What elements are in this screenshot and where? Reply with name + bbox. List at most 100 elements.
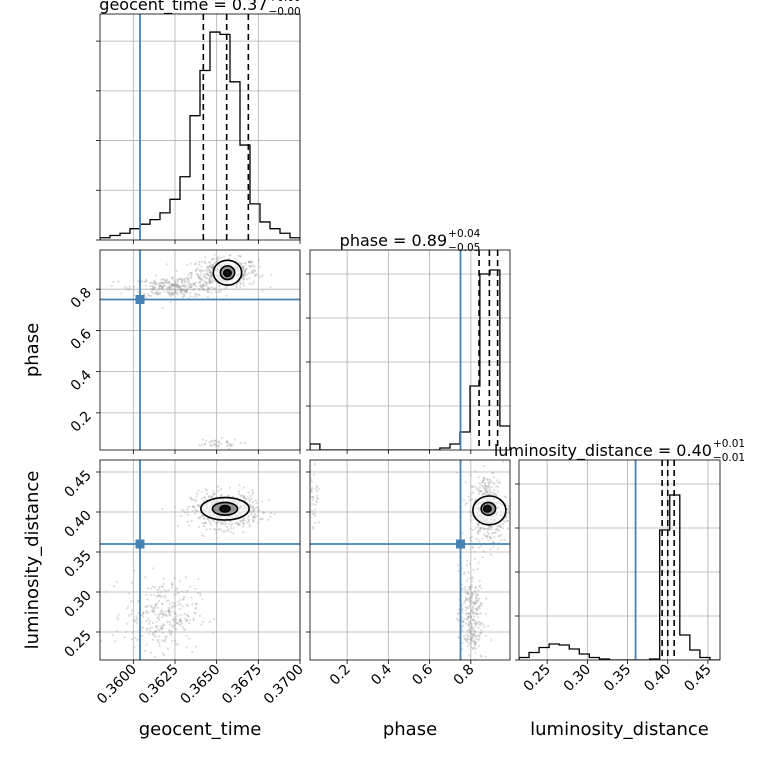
sample-point (312, 527, 315, 530)
sample-point (211, 266, 214, 269)
sample-point (313, 514, 317, 517)
sample-point (173, 576, 176, 580)
sample-point (463, 638, 466, 641)
sample-point (251, 269, 254, 272)
sample-point (242, 522, 245, 525)
sample-point (466, 637, 469, 640)
sample-point (204, 521, 207, 525)
sample-point (176, 622, 179, 625)
sample-point (180, 280, 184, 283)
sample-point (473, 601, 476, 604)
sample-point (467, 615, 471, 619)
sample-point (253, 516, 257, 519)
sample-point (485, 597, 488, 600)
sample-point (219, 488, 223, 491)
y-tick-label: 0.6 (68, 326, 95, 353)
sample-point (471, 546, 474, 550)
sample-point (470, 539, 473, 542)
sample-point (187, 287, 190, 290)
sample-point (173, 627, 176, 630)
sample-point (194, 281, 197, 284)
sample-point (314, 487, 317, 490)
sample-point (470, 492, 474, 495)
sample-point (150, 605, 153, 608)
sample-point (485, 485, 488, 488)
sample-point (207, 290, 210, 293)
sample-point (461, 620, 464, 623)
sample-point (507, 504, 510, 508)
sample-point (210, 274, 213, 278)
sample-point (144, 610, 148, 613)
sample-point (185, 634, 188, 637)
sample-point (145, 605, 148, 608)
sample-point (490, 491, 493, 494)
sample-point (161, 611, 164, 614)
sample-point (207, 274, 210, 277)
sample-point (209, 444, 213, 447)
sample-point (195, 606, 198, 609)
sample-point (487, 492, 490, 495)
sample-point (475, 608, 478, 611)
sample-point (162, 654, 166, 657)
sample-point (156, 606, 159, 609)
sample-point (127, 592, 131, 595)
sample-point (150, 281, 153, 284)
sample-point (182, 598, 185, 601)
sample-point (162, 286, 165, 289)
sample-point (316, 497, 319, 501)
sample-point (476, 607, 479, 610)
sample-point (157, 614, 160, 617)
sample-point (179, 619, 182, 623)
sample-point (207, 496, 211, 499)
sample-point (243, 441, 246, 444)
sample-point (475, 596, 478, 600)
sample-point (145, 593, 148, 596)
sample-point (210, 281, 213, 284)
sample-point (485, 485, 488, 489)
sample-point (248, 272, 251, 275)
sample-point (472, 639, 475, 642)
sample-point (174, 593, 177, 596)
sample-point (470, 646, 473, 649)
sample-point (200, 443, 203, 447)
sample-point (314, 508, 317, 511)
sample-point (185, 619, 189, 622)
sample-point (216, 536, 219, 540)
sample-point (513, 523, 515, 525)
frame (99, 13, 301, 241)
sample-point (242, 281, 245, 285)
sample-point (455, 617, 458, 620)
sample-point (191, 650, 194, 654)
sample-point (477, 622, 480, 625)
sample-point (209, 265, 212, 269)
sample-point (113, 640, 117, 643)
sample-point (177, 278, 180, 282)
sample-point (467, 577, 470, 580)
sample-point (152, 281, 155, 284)
sample-point (193, 611, 196, 614)
sample-point (477, 489, 480, 492)
sample-point (181, 278, 184, 282)
sample-point (127, 289, 130, 292)
sample-point (174, 290, 177, 293)
sample-point (495, 485, 498, 488)
sample-point (161, 616, 164, 619)
sample-point (480, 621, 483, 625)
sample-point (479, 526, 483, 530)
sample-point (179, 287, 183, 290)
samples-geocent_time_phase (110, 250, 273, 450)
sample-point (466, 618, 469, 621)
sample-point (485, 490, 489, 493)
sample-point (217, 485, 220, 488)
density-core (223, 269, 232, 277)
sample-point (470, 638, 473, 641)
sample-point (205, 492, 209, 496)
sample-point (470, 585, 473, 589)
sample-point (479, 621, 482, 624)
sample-point (469, 536, 473, 539)
sample-point (171, 618, 175, 621)
sample-point (484, 485, 487, 488)
histogram-geocent_time (100, 31, 300, 240)
sample-point (136, 621, 139, 625)
sample-point (470, 639, 473, 642)
